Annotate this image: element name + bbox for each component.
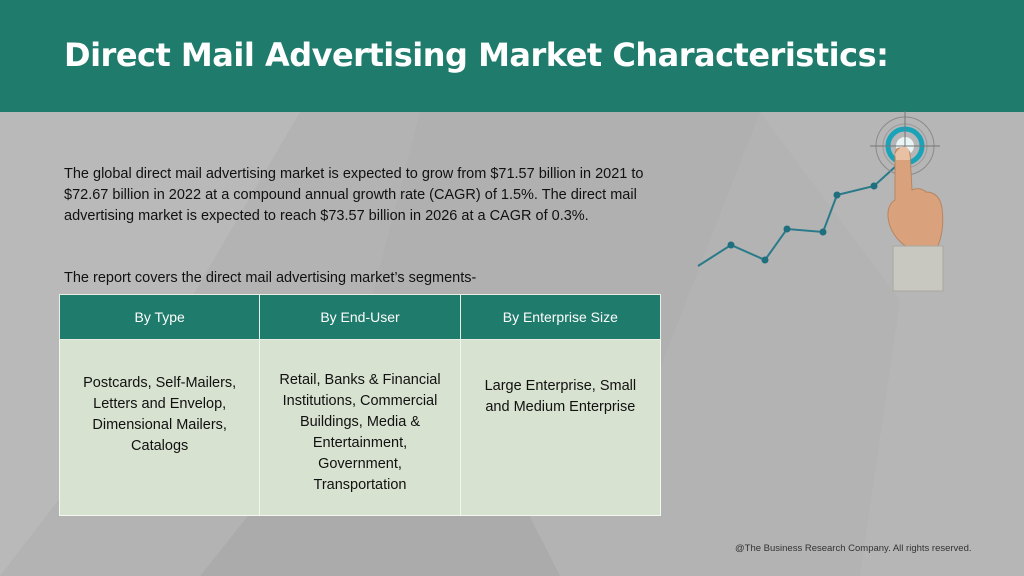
page-title: Direct Mail Advertising Market Character… [64, 36, 889, 74]
pointing-hand-icon [887, 146, 944, 292]
cell-enterprise-size-values: Large Enterprise, Small and Medium Enter… [459, 339, 662, 516]
segments-header-row: By Type By End-User By Enterprise Size [58, 294, 662, 340]
segments-intro: The report covers the direct mail advert… [64, 270, 477, 286]
header-by-type: By Type [58, 294, 261, 340]
header-by-enterprise-size: By Enterprise Size [459, 294, 662, 340]
market-description: The global direct mail advertising marke… [64, 166, 644, 224]
header-by-end-user: By End-User [259, 294, 461, 340]
cell-end-user-values: Retail, Banks & Financial Institutions, … [259, 339, 461, 516]
growth-graphic [697, 111, 944, 292]
segments-table: By Type By End-User By Enterprise Size P… [58, 294, 662, 516]
rising-line-graph-icon [697, 156, 907, 267]
copyright-footer: @The Business Research Company. All righ… [735, 543, 972, 554]
header-bar: Direct Mail Advertising Market Character… [0, 0, 1024, 112]
segments-body-row: Postcards, Self-Mailers, Letters and Env… [58, 339, 662, 516]
cell-type-values: Postcards, Self-Mailers, Letters and Env… [58, 339, 261, 516]
